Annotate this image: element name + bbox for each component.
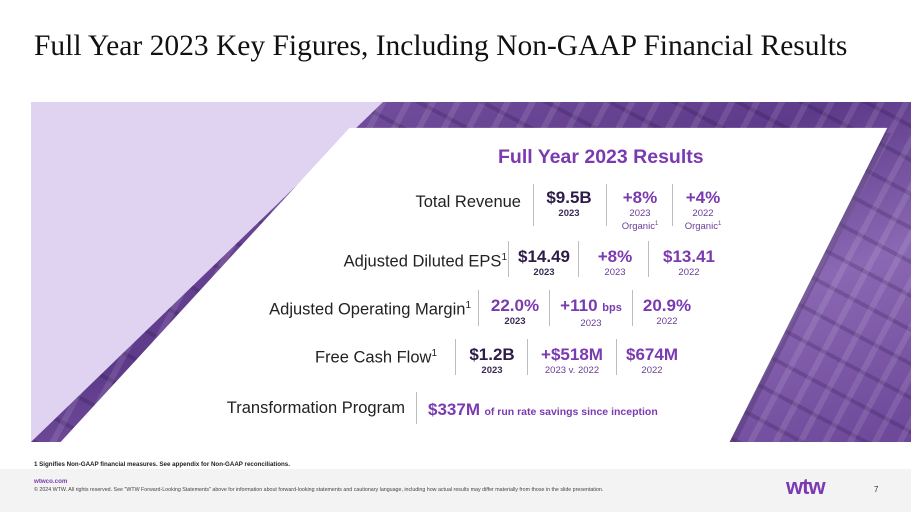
metric-caption-organic: Organic1 bbox=[684, 221, 722, 233]
metric-caption: 2023 bbox=[629, 208, 651, 219]
metric-total-revenue-2023: $9.5B 2023 bbox=[540, 188, 598, 219]
metric-margin-2022: 20.9% 2022 bbox=[636, 296, 698, 327]
metric-value: +4% bbox=[685, 188, 721, 207]
results-heading: Full Year 2023 Results bbox=[498, 146, 704, 168]
metric-total-revenue-organic-2023: +8% 2023 Organic1 bbox=[612, 188, 668, 232]
metric-value: 20.9% bbox=[642, 296, 692, 315]
metric-eps-2023: $14.49 2023 bbox=[512, 247, 576, 278]
separator bbox=[672, 184, 673, 226]
metric-eps-2022: $13.41 2022 bbox=[656, 247, 722, 278]
metric-description: of run rate savings since inception bbox=[484, 406, 658, 418]
separator bbox=[648, 241, 649, 277]
slide-title: Full Year 2023 Key Figures, Including No… bbox=[34, 30, 848, 62]
metric-caption-organic: Organic1 bbox=[621, 221, 659, 233]
metric-margin-2023: 22.0% 2023 bbox=[484, 296, 546, 327]
metric-caption: 2023 v. 2022 bbox=[544, 365, 600, 376]
metric-value: $1.2B bbox=[469, 345, 515, 364]
footer-legal-text: © 2024 WTW. All rights reserved. See "WT… bbox=[34, 487, 604, 493]
separator bbox=[616, 339, 617, 375]
row-label-free-cash-flow: Free Cash Flow1 bbox=[314, 348, 437, 367]
row-label-adjusted-operating-margin: Adjusted Operating Margin1 bbox=[269, 300, 471, 319]
page-number: 7 bbox=[874, 485, 879, 494]
separator bbox=[632, 290, 633, 326]
metric-value: $9.5B bbox=[546, 188, 592, 207]
metric-caption: 2022 bbox=[641, 365, 663, 376]
metric-caption: 2022 bbox=[678, 267, 700, 278]
footer bbox=[0, 469, 911, 512]
metric-caption: 2023 bbox=[533, 267, 555, 278]
footnote: 1 Signifies Non-GAAP financial measures.… bbox=[34, 461, 290, 468]
separator bbox=[478, 290, 479, 326]
separator bbox=[533, 184, 534, 226]
metric-value: 22.0% bbox=[490, 296, 540, 315]
metric-caption: 2023 bbox=[504, 316, 526, 327]
metric-caption: 2023 bbox=[558, 208, 580, 219]
separator bbox=[527, 339, 528, 375]
separator bbox=[508, 241, 509, 277]
metric-caption: 2023 bbox=[580, 318, 602, 329]
metric-value: +8% bbox=[622, 188, 658, 207]
metric-value: +110 bps bbox=[560, 296, 622, 315]
metric-caption: 2022 bbox=[656, 316, 678, 327]
metric-fcf-2022: $674M 2022 bbox=[620, 345, 684, 376]
separator bbox=[455, 339, 456, 375]
hero-band bbox=[31, 102, 911, 442]
metric-caption: 2023 bbox=[604, 267, 626, 278]
metric-total-revenue-organic-2022: +4% 2022 Organic1 bbox=[678, 188, 728, 232]
separator bbox=[578, 241, 579, 277]
row-label-transformation-program: Transformation Program bbox=[226, 399, 405, 417]
metric-value: $13.41 bbox=[663, 247, 715, 266]
metric-margin-improvement-2023: +110 bps 2023 bbox=[552, 296, 630, 329]
metric-value: +8% bbox=[597, 247, 633, 266]
separator bbox=[606, 184, 607, 226]
metric-caption: 2023 bbox=[481, 365, 503, 376]
separator bbox=[416, 392, 417, 424]
metric-eps-growth-2023: +8% 2023 bbox=[586, 247, 644, 278]
metric-transformation-savings: $337M of run rate savings since inceptio… bbox=[428, 400, 658, 420]
metric-value: $337M bbox=[428, 400, 480, 419]
metric-value: $14.49 bbox=[518, 247, 570, 266]
footer-url[interactable]: wtwco.com bbox=[34, 478, 68, 485]
separator bbox=[549, 290, 550, 326]
metric-fcf-2023: $1.2B 2023 bbox=[462, 345, 522, 376]
metric-fcf-change: +$518M 2023 v. 2022 bbox=[533, 345, 611, 376]
metric-value: $674M bbox=[626, 345, 678, 364]
wtw-logo: wtw bbox=[786, 474, 826, 499]
metric-value: +$518M bbox=[541, 345, 603, 364]
metric-caption: 2022 bbox=[692, 208, 714, 219]
row-label-adjusted-diluted-eps: Adjusted Diluted EPS1 bbox=[343, 252, 507, 271]
row-label-total-revenue: Total Revenue bbox=[415, 193, 522, 211]
